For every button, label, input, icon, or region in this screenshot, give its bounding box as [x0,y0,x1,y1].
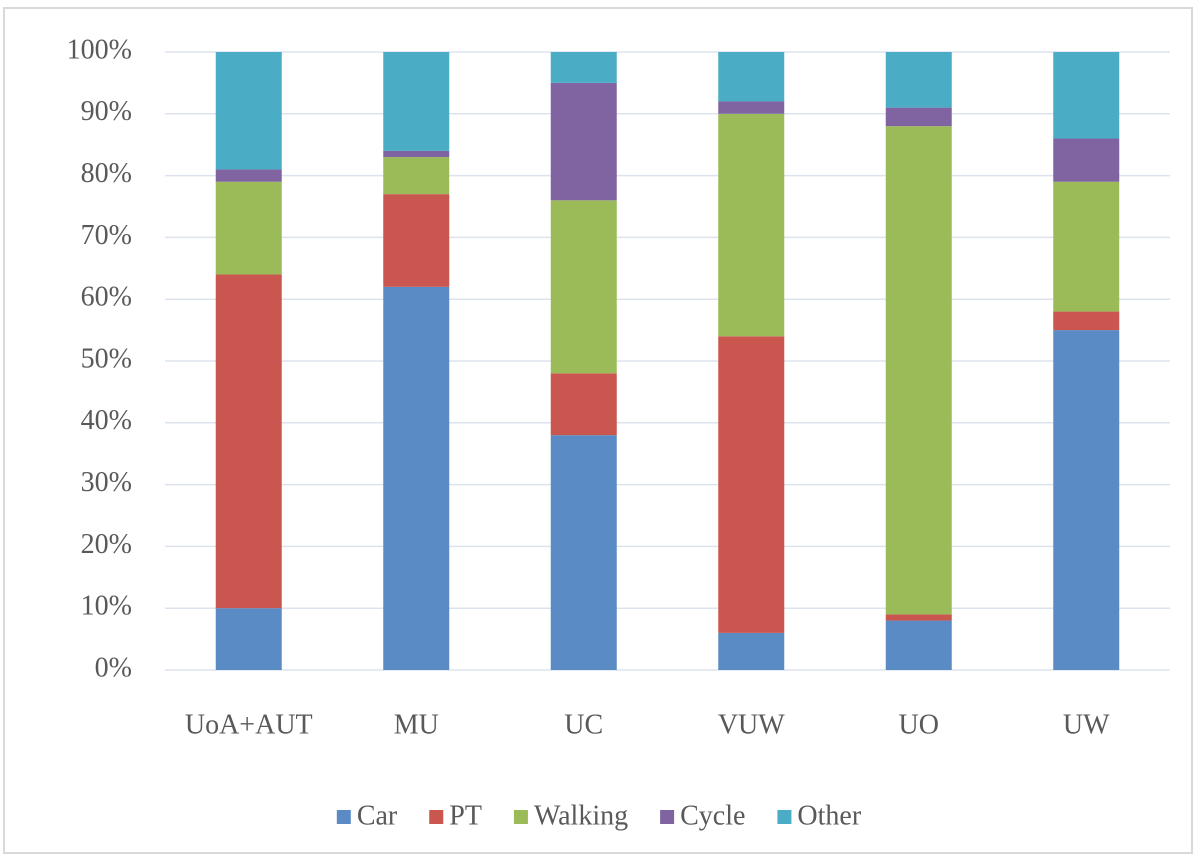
legend-swatch [336,810,351,824]
y-tick-label: 90% [81,96,132,127]
y-tick-label: 80% [81,158,132,189]
bar-segment [718,101,785,114]
y-tick-label: 30% [81,467,132,498]
bar-segment [215,608,282,670]
legend-swatch [429,810,444,824]
bar-segment [885,52,952,108]
bar-segment [215,181,282,275]
bar-segment [383,157,450,195]
bar-segment [550,435,617,670]
bar-segment [383,150,450,158]
x-tick-label: MU [394,709,439,740]
legend-swatch [777,810,792,824]
y-tick-label: 50% [81,343,132,374]
bar-segment [215,169,282,182]
bar-segment [1053,330,1120,670]
bar-segment [550,200,617,374]
bar-segment [550,52,617,83]
y-tick-label: 40% [81,405,132,436]
bar-segment [1053,181,1120,312]
y-tick-label: 70% [81,220,132,251]
bar-segment [215,52,282,170]
x-tick-label: UC [564,709,603,740]
bar-segment [718,52,785,102]
x-tick-label: UO [899,709,939,740]
y-tick-label: 0% [95,652,132,683]
legend-label: Cycle [680,800,745,831]
bar-segment [885,614,952,621]
legend-swatch [660,810,675,824]
bar-segment [1053,138,1120,182]
y-tick-label: 20% [81,529,132,560]
x-tick-label: UW [1063,709,1110,740]
y-tick-label: 10% [81,591,132,622]
bar-segment [885,107,952,127]
bar-segment [1053,311,1120,331]
legend-swatch [513,810,528,824]
bar-segment [383,194,450,287]
x-tick-label: VUW [718,709,785,740]
bar-segment [383,52,450,151]
bar-segment [885,620,952,670]
legend-label: Other [797,800,861,831]
bar-segment [885,126,952,615]
x-tick-label: UoA+AUT [185,709,313,740]
bar-segment [718,632,785,670]
y-tick-label: 100% [67,34,132,65]
legend-label: PT [449,800,482,831]
legend-label: Car [357,800,398,831]
bar-segment [550,82,617,201]
bar-segment [1053,52,1120,139]
bar-segment [215,274,282,609]
bar-segment [718,336,785,633]
legend-label: Walking [534,800,628,831]
bar-segment [550,373,617,436]
y-tick-label: 60% [81,282,132,313]
bar-segment [383,286,450,670]
bar-segment [718,113,785,337]
